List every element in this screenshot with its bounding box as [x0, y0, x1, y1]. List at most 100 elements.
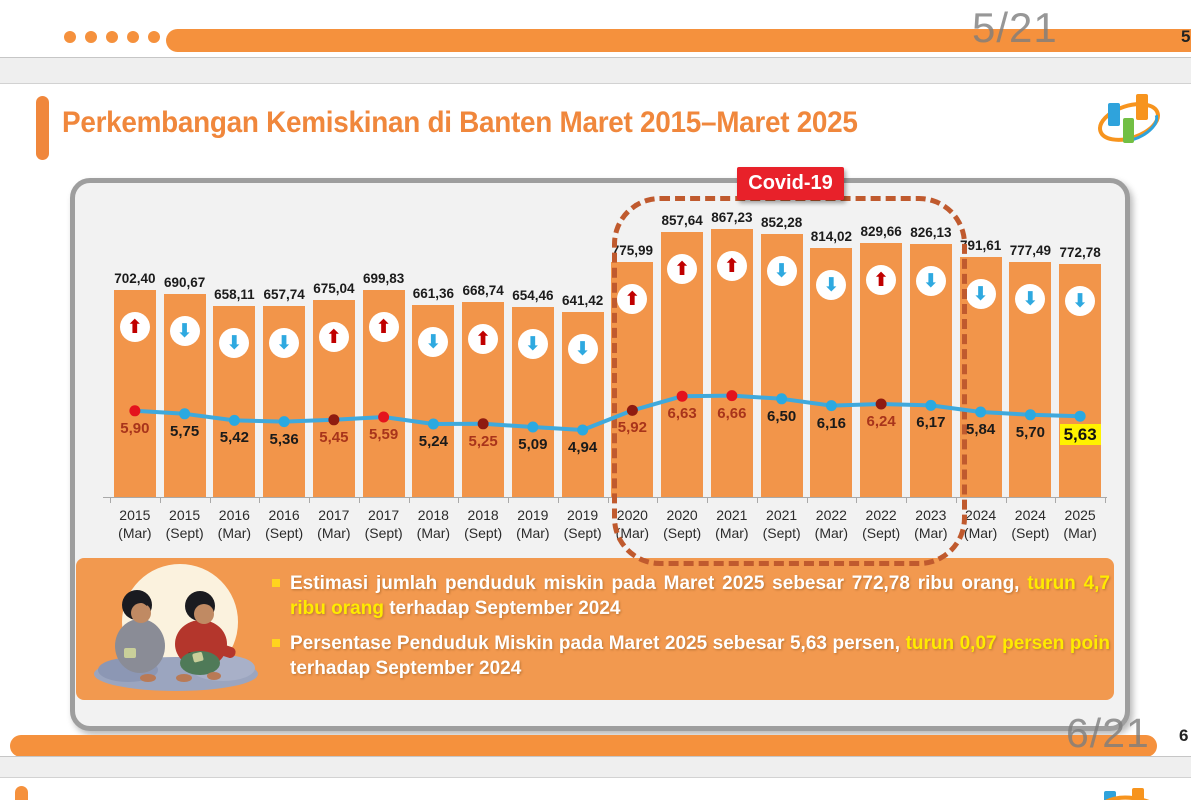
percentage-line — [129, 390, 1086, 436]
x-axis-label: 2015 (Mar) — [118, 507, 152, 542]
axis-tick — [856, 498, 858, 503]
axis-tick — [657, 498, 659, 503]
line-value-label: 5,24 — [418, 433, 448, 450]
line-value-label: 5,09 — [518, 436, 548, 453]
line-point — [328, 414, 340, 426]
axis-tick — [955, 498, 957, 503]
arrow-down-icon: ⬇ — [915, 266, 946, 296]
page-number: 6/21 — [1066, 710, 1150, 756]
x-axis-label: 2022 (Mar) — [814, 507, 849, 542]
axis-tick — [508, 498, 509, 503]
bullet-icon — [272, 579, 280, 587]
line-value-label: 5,90 — [120, 419, 150, 437]
x-axis-label: 2022 (Sept) — [862, 507, 901, 542]
summary-notes: Estimasi jumlah penduduk miskin pada Mar… — [272, 571, 1110, 690]
arrow-down-icon: ⬇ — [1065, 286, 1096, 316]
axis-tick — [557, 498, 559, 503]
line-point — [975, 406, 987, 418]
note-text: Persentase Penduduk Miskin pada Maret 20… — [290, 631, 1110, 682]
note-pre: Estimasi jumlah penduduk miskin pada Mar… — [290, 573, 1020, 594]
note-text: Estimasi jumlah penduduk miskin pada Mar… — [290, 571, 1110, 622]
arrow-up-icon: ⬆ — [368, 312, 399, 342]
x-axis-label: 2025 (Mar) — [1063, 507, 1097, 542]
arrow-up-icon: ⬆ — [716, 251, 747, 281]
arrow-down-icon: ⬇ — [169, 316, 200, 346]
bar-value-label: 702,40 — [114, 271, 156, 286]
x-axis-label: 2023 (Mar) — [914, 507, 948, 542]
arrow-up-icon: ⬆ — [318, 322, 349, 352]
arrow-up-icon: ⬆ — [866, 265, 897, 295]
bar-value-label: 867,23 — [711, 210, 753, 225]
arrow-up-icon: ⬆ — [468, 324, 499, 354]
chart-card: 702,40 ⬆ 2015 (Mar) 690,67 ⬇ 2015 (Sept) 658,11 ⬇… — [70, 178, 1130, 731]
axis-tick — [806, 498, 808, 503]
line-point — [776, 393, 788, 405]
arrow-down-icon: ⬇ — [766, 256, 797, 286]
x-axis-label: 2017 (Mar) — [317, 507, 351, 542]
arrow-down-icon: ⬇ — [816, 270, 847, 300]
line-value-label: 5,59 — [369, 426, 399, 443]
x-axis-label: 2019 (Mar) — [516, 507, 550, 542]
line-point — [577, 424, 589, 436]
corner-number: 6 — [1179, 726, 1189, 745]
line-value-label: 6,50 — [767, 407, 797, 425]
axis-tick — [110, 498, 111, 503]
line-point — [925, 399, 937, 411]
x-axis-label: 2015 (Sept) — [165, 507, 204, 542]
bar-value-label: 852,28 — [760, 215, 803, 230]
line-value-label: 6,16 — [816, 414, 846, 432]
line-value-label: 5,36 — [269, 430, 299, 448]
bar-value-label: 777,49 — [1009, 243, 1052, 258]
bar-value-label: 699,83 — [362, 271, 405, 286]
line-value-label: 5,92 — [617, 419, 647, 437]
x-axis-label: 2024 (Sept) — [1011, 507, 1050, 542]
line-value-label: 5,75 — [170, 422, 200, 440]
axis-tick — [259, 498, 261, 503]
x-axis-label: 2021 (Sept) — [762, 507, 801, 542]
axis-tick — [159, 498, 161, 503]
line-value-label: 5,42 — [219, 429, 249, 447]
axis-tick — [1055, 498, 1057, 503]
footer-dot — [64, 31, 76, 43]
line-value-label: 5,63 — [1049, 424, 1111, 446]
axis-tick — [309, 498, 310, 503]
x-axis-label: 2018 (Sept) — [464, 507, 503, 542]
arrow-up-icon: ⬆ — [667, 254, 698, 284]
footer-dot — [127, 31, 139, 43]
slide-gap-band — [0, 756, 1191, 778]
slide-gap-band — [0, 57, 1191, 84]
axis-tick — [358, 498, 360, 503]
arrow-down-icon: ⬇ — [965, 279, 996, 309]
arrow-down-icon: ⬇ — [418, 327, 449, 357]
bar-value-label: 772,78 — [1059, 245, 1101, 260]
bps-logo-icon — [1096, 88, 1162, 157]
line-point — [278, 416, 290, 428]
line-value-label: 6,63 — [667, 405, 697, 423]
slide-footer-bar — [10, 735, 1157, 757]
title-accent-bar — [36, 96, 49, 160]
x-axis-line — [103, 497, 1107, 498]
arrow-down-icon: ⬇ — [517, 329, 548, 359]
x-axis-label: 2020 (Mar) — [615, 507, 650, 542]
line-value-label: 4,94 — [568, 439, 598, 456]
line-value-label: 6,24 — [866, 413, 896, 430]
summary-band: Estimasi jumlah penduduk miskin pada Mar… — [76, 558, 1114, 700]
axis-tick — [458, 498, 460, 503]
axis-tick — [756, 498, 758, 503]
prev-page-number: 5/21 — [972, 4, 1058, 51]
footer-dot — [148, 31, 160, 43]
page-title: Perkembangan Kemiskinan di Banten Maret … — [62, 106, 858, 139]
arrow-up-icon: ⬆ — [617, 284, 648, 314]
bps-logo-icon — [1092, 787, 1162, 800]
note-highlight: turun 4,7 ribu orang — [290, 573, 1110, 620]
bar-value-label: 829,66 — [860, 224, 902, 239]
axis-tick — [1005, 498, 1007, 503]
x-axis-label: 2020 (Sept) — [663, 507, 702, 542]
axis-tick — [607, 498, 609, 503]
x-axis-label: 2016 (Mar) — [217, 507, 252, 542]
line-point — [179, 408, 191, 420]
axis-tick — [707, 498, 708, 503]
line-value-label: 5,84 — [966, 421, 996, 438]
line-point — [427, 418, 439, 430]
